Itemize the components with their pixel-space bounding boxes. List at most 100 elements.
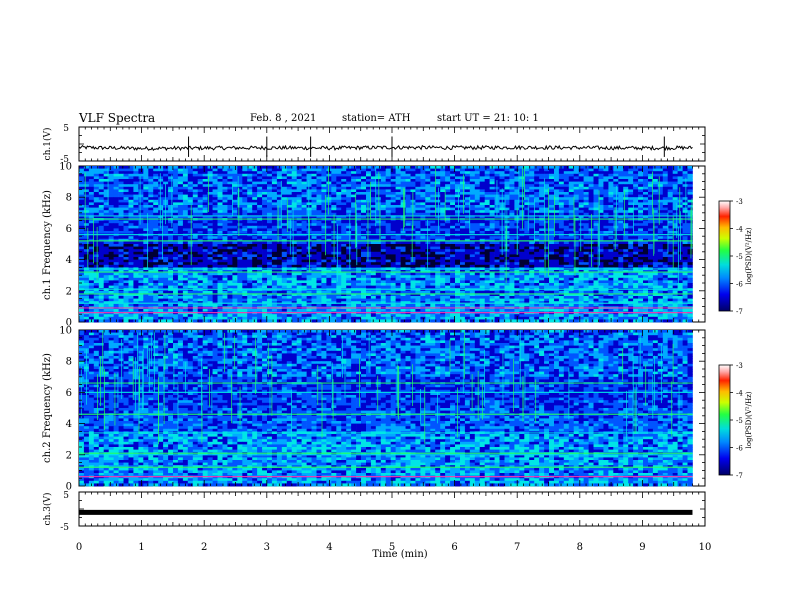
- spectrogram-cell: [534, 173, 540, 177]
- spectrogram-cell: [460, 189, 466, 193]
- spectrogram-cell: [638, 231, 644, 234]
- spectrogram-cell: [469, 205, 476, 208]
- spectrogram-cell: [682, 184, 688, 188]
- spectrogram-cell: [177, 194, 184, 198]
- spectrogram-cell: [158, 194, 164, 198]
- spectrogram-cell: [628, 199, 634, 203]
- spectrogram-cell: [281, 251, 288, 255]
- spectrogram-cell: [197, 225, 203, 229]
- spectrogram-cell: [588, 205, 594, 208]
- spectrogram-cell: [237, 181, 243, 185]
- spectrogram-cell: [197, 257, 203, 260]
- spectrogram-cell: [563, 241, 570, 245]
- spectrogram-cell: [554, 186, 560, 190]
- spectrogram-cell: [539, 231, 545, 234]
- spectrogram-cell: [79, 186, 85, 190]
- spectrogram-cell: [435, 215, 441, 219]
- spectrogram-cell: [326, 241, 332, 245]
- spectrogram-cell: [667, 220, 673, 224]
- spectrogram-cell: [113, 223, 119, 227]
- spectrogram-cell: [425, 189, 431, 193]
- spectrogram-cell: [88, 192, 95, 195]
- spectrogram-cell: [687, 207, 693, 211]
- spectrogram-cell: [128, 173, 134, 177]
- spectrogram-cell: [222, 197, 228, 201]
- spectrogram-cell: [554, 223, 560, 227]
- spectrogram-cell: [158, 223, 164, 227]
- spectrogram-cell: [252, 241, 258, 245]
- spectrogram-cell: [494, 231, 500, 234]
- spectrogram-cell: [108, 210, 114, 214]
- spectrogram-cell: [539, 168, 545, 172]
- spectrogram-cell: [598, 231, 604, 234]
- spectrogram-cell: [118, 181, 124, 185]
- spectrogram-cell: [628, 181, 634, 185]
- spectrogram-cell: [296, 215, 302, 219]
- spectrogram-cell: [430, 173, 436, 177]
- spectrogram-cell: [128, 231, 134, 234]
- spectrogram-cell: [460, 231, 466, 234]
- spectrogram-cell: [648, 197, 654, 201]
- spectrogram-cell: [366, 202, 372, 206]
- spectrogram-cell: [682, 197, 688, 201]
- spectrogram-cell: [519, 210, 525, 214]
- spectrogram-cell: [267, 186, 273, 190]
- spectrogram-cell: [563, 197, 570, 201]
- spectrogram-cell: [549, 202, 555, 206]
- spectrogram-cell: [271, 205, 278, 208]
- spectrogram-cell: [638, 207, 644, 211]
- spectrogram-cell: [534, 231, 540, 234]
- spectrogram-cell: [430, 194, 436, 198]
- spectrogram-cell: [598, 176, 604, 180]
- spectrogram-cell: [118, 194, 124, 198]
- spectrogram-cell: [390, 231, 396, 234]
- spectrogram-cell: [479, 257, 485, 260]
- spectrogram-cell: [583, 257, 589, 260]
- spectrogram-cell: [618, 207, 624, 211]
- spectrogram-cell: [108, 257, 114, 260]
- spectrogram-cell: [366, 168, 372, 172]
- spectrogram-cell: [623, 205, 629, 208]
- spectrogram-cell: [271, 192, 278, 195]
- spectrogram-cell: [138, 223, 144, 227]
- spectrogram-cell: [326, 220, 332, 224]
- spectrogram-cell: [207, 236, 213, 240]
- spectrogram-cell: [435, 210, 441, 214]
- spectrogram-cell: [242, 197, 248, 201]
- spectrogram-cell: [222, 264, 228, 268]
- spectrogram-cell: [316, 257, 322, 260]
- spectrogram-cell: [291, 228, 297, 232]
- spectrogram-cell: [395, 189, 401, 193]
- spectrogram-cell: [177, 264, 184, 268]
- spectrogram-cell: [657, 241, 664, 245]
- spectrogram-cell: [346, 166, 352, 169]
- spectrogram-cell: [529, 251, 535, 255]
- spectrogram-cell: [361, 223, 367, 227]
- spectrogram-cell: [123, 173, 129, 177]
- spectrogram-cell: [643, 179, 649, 182]
- spectrogram-cell: [88, 194, 95, 198]
- spectrogram-cell: [638, 223, 644, 227]
- spectrogram-cell: [153, 236, 159, 240]
- spectrogram-cell: [558, 184, 565, 188]
- spectrogram-cell: [192, 246, 199, 250]
- spectrogram-cell: [93, 173, 100, 177]
- spectrogram-cell: [534, 246, 540, 250]
- spectrogram-cell: [138, 176, 144, 180]
- spectrogram-cell: [237, 194, 243, 198]
- spectrogram-cell: [460, 197, 466, 201]
- spectrogram-cell: [440, 228, 446, 232]
- spectrogram-cell: [687, 202, 693, 206]
- spectrogram-cell: [242, 184, 248, 188]
- spectrogram-cell: [440, 262, 446, 266]
- spectrogram-cell: [400, 254, 406, 258]
- spectrogram-cell: [133, 176, 139, 180]
- spectrogram-cell: [450, 244, 456, 247]
- spectrogram-cell: [217, 241, 223, 245]
- spectrogram-cell: [118, 168, 124, 172]
- spectrogram-cell: [563, 205, 570, 208]
- spectrogram-cell: [197, 244, 203, 247]
- spectrogram-cell: [187, 186, 194, 190]
- spectrogram-cell: [549, 184, 555, 188]
- spectrogram-cell: [479, 166, 485, 169]
